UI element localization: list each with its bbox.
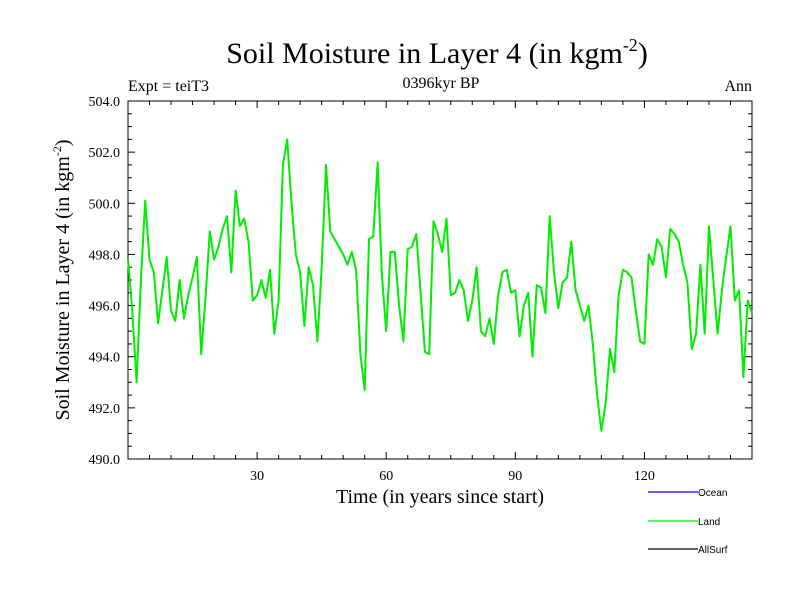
chart-title-suffix: ) [638, 37, 648, 70]
y-tick-label: 500.0 [89, 197, 121, 212]
season-label: Ann [724, 78, 752, 95]
x-axis-label: Time (in years since start) [336, 486, 544, 508]
y-tick-label: 494.0 [89, 351, 121, 366]
series-group [127, 138, 753, 432]
x-tick-label: 120 [634, 469, 655, 484]
legend: Ocean Land AllSurf [648, 488, 728, 556]
legend-label-ocean: Ocean [698, 488, 727, 499]
y-axis-label-suffix: ) [52, 139, 74, 146]
y-axis: 490.0 492.0 494.0 496.0 498.0 500.0 502.0 504.0 [89, 95, 752, 468]
x-tick-label: 60 [379, 469, 393, 484]
y-tick-label: 496.0 [89, 300, 121, 315]
x-axis: 30 60 90 120 [149, 101, 731, 484]
y-axis-label-exponent: -2 [50, 146, 64, 156]
legend-label-allsurf: AllSurf [698, 545, 728, 556]
legend-label-land: Land [698, 517, 720, 528]
chart-title: Soil Moisture in Layer 4 (in kgm-2) [226, 35, 648, 70]
x-tick-label: 30 [250, 469, 264, 484]
experiment-label: Expt = teiT3 [128, 78, 209, 95]
chart-title-exponent: -2 [623, 35, 638, 55]
period-label: 0396kyr BP [403, 75, 480, 92]
y-axis-label: Soil Moisture in Layer 4 (in kgm-2) [50, 139, 74, 420]
plot-frame [127, 100, 753, 460]
y-tick-label: 490.0 [89, 453, 121, 468]
y-tick-label: 498.0 [89, 248, 121, 263]
chart-title-main: Soil Moisture in Layer 4 (in kgm [226, 37, 623, 70]
series-line-land [127, 138, 753, 432]
y-tick-label: 504.0 [89, 95, 121, 110]
y-tick-label: 502.0 [89, 146, 121, 161]
y-axis-label-main: Soil Moisture in Layer 4 (in kgm [52, 156, 74, 421]
x-tick-label: 90 [508, 469, 522, 484]
y-tick-label: 492.0 [89, 402, 121, 417]
